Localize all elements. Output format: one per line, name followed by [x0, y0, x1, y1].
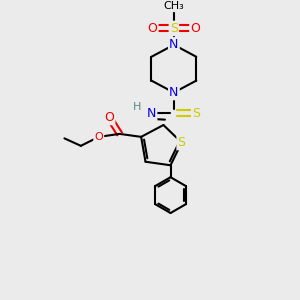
Text: O: O: [190, 22, 200, 35]
Text: CH₃: CH₃: [164, 1, 184, 11]
Text: S: S: [192, 107, 200, 120]
Text: N: N: [169, 86, 178, 99]
Text: H: H: [132, 103, 141, 112]
Text: N: N: [147, 107, 156, 120]
Text: O: O: [104, 111, 114, 124]
Text: O: O: [94, 132, 103, 142]
Text: N: N: [169, 38, 178, 51]
Text: S: S: [170, 22, 178, 35]
Text: S: S: [178, 136, 186, 149]
Text: O: O: [148, 22, 157, 35]
